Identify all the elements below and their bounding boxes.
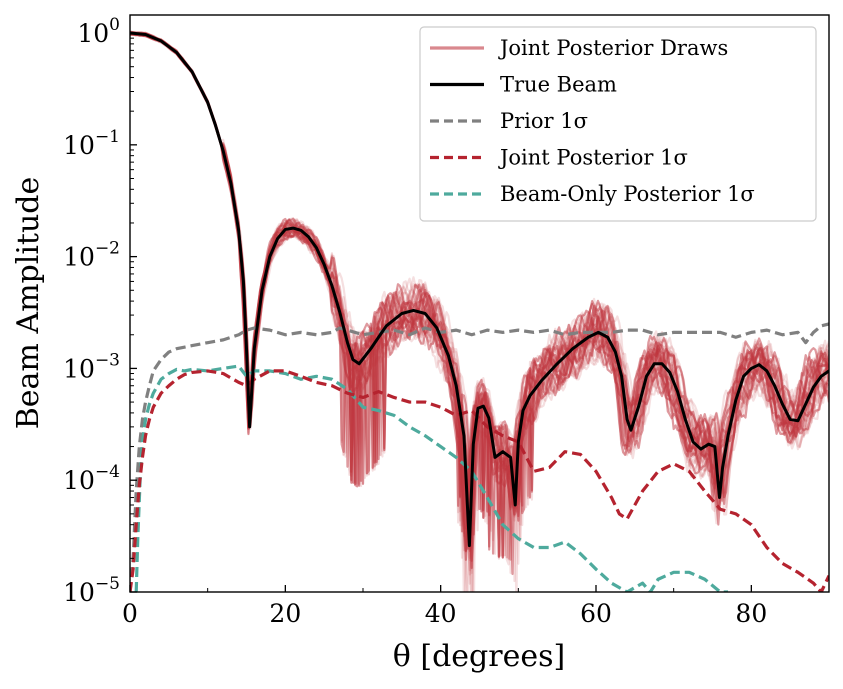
x-tick-label: 80 <box>735 599 767 628</box>
y-tick-label: 100 <box>77 15 120 48</box>
x-tick-label: 40 <box>425 599 457 628</box>
x-tick-label: 60 <box>580 599 612 628</box>
true-beam-line <box>130 31 829 548</box>
y-tick-label: 10−5 <box>63 574 120 607</box>
series-layer <box>130 31 829 592</box>
legend-box <box>419 26 817 222</box>
beam-only-posterior-1sigma-line <box>134 364 729 592</box>
y-axis-label: Beam Amplitude <box>11 177 46 430</box>
x-tick-label: 0 <box>122 599 138 628</box>
y-axis-ticks: 100 10−1 10−2 10−3 10−4 10−5 <box>63 15 137 607</box>
legend-label: Beam-Only Posterior 1σ <box>500 182 755 206</box>
legend-label: True Beam <box>500 73 617 97</box>
x-axis-ticks: 0 20 40 60 80 <box>122 585 767 628</box>
y-tick-label: 10−2 <box>63 239 120 272</box>
legend-label: Joint Posterior Draws <box>498 36 728 60</box>
joint-posterior-1sigma-line <box>130 369 829 592</box>
y-tick-label: 10−4 <box>63 462 120 495</box>
legend: Joint Posterior Draws True Beam Prior 1σ Jo… <box>419 26 817 222</box>
plot-frame <box>129 14 830 593</box>
y-tick-label: 10−1 <box>63 127 120 160</box>
y-tick-label: 10−3 <box>63 350 120 383</box>
legend-label: Prior 1σ <box>500 109 588 133</box>
legend-label: Joint Posterior 1σ <box>498 146 688 170</box>
x-tick-label: 20 <box>269 599 301 628</box>
x-axis-label: θ [degrees] <box>393 639 565 674</box>
